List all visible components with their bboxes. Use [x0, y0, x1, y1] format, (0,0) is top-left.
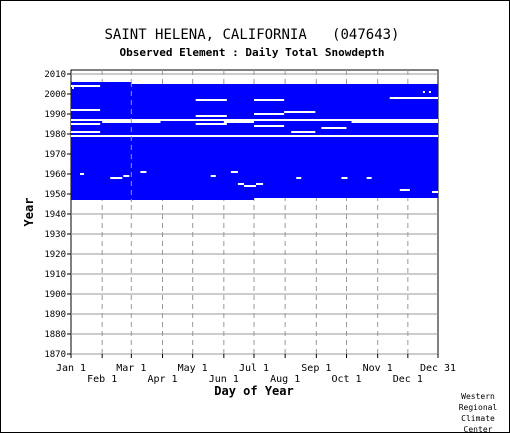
- missing-gap: [71, 119, 438, 121]
- x-axis-label: Day of Year: [214, 384, 293, 398]
- missing-gap: [123, 175, 130, 177]
- y-tick-label: 1940: [44, 210, 66, 220]
- x-tick-label: Jul 1: [239, 363, 269, 374]
- snowdepth-coverage: [71, 82, 438, 202]
- missing-gap: [71, 131, 101, 133]
- missing-gap: [237, 183, 244, 185]
- coverage-block: [71, 84, 438, 198]
- missing-gap: [71, 123, 101, 125]
- missing-gap: [80, 173, 85, 175]
- missing-gap: [341, 177, 348, 179]
- x-tick-label: Mar 1: [116, 363, 146, 374]
- missing-gap: [291, 131, 316, 133]
- x-tick-label: Dec 31: [420, 363, 456, 374]
- y-tick-label: 1920: [44, 250, 66, 260]
- y-axis-ticks: 2010 2000 1990 1980 1970 1960 1950 1940 1930 1920…: [44, 70, 71, 360]
- x-tick-label: Apr 1: [147, 374, 177, 385]
- missing-gap: [253, 125, 285, 127]
- missing-gap: [71, 85, 101, 87]
- missing-gap: [230, 171, 238, 173]
- y-tick-label: 1980: [44, 130, 66, 140]
- missing-gap: [431, 191, 438, 193]
- y-tick-label: 1880: [44, 330, 66, 340]
- plot-area: [70, 69, 439, 355]
- x-tick-label: Aug 1: [270, 374, 300, 385]
- y-tick-label: 1900: [44, 290, 66, 300]
- coverage-block: [71, 82, 132, 84]
- missing-gap: [223, 121, 254, 123]
- credit-line-1: Western: [461, 392, 495, 401]
- missing-gap: [71, 135, 438, 137]
- missing-gap: [284, 111, 316, 113]
- y-tick-label: 1970: [44, 150, 66, 160]
- x-tick-label: Nov 1: [363, 363, 393, 374]
- missing-gap: [256, 183, 264, 185]
- missing-gap: [389, 97, 438, 99]
- y-tick-label: 1910: [44, 270, 66, 280]
- missing-gap: [195, 123, 227, 125]
- missing-gap: [296, 177, 302, 179]
- x-tick-label: Dec 1: [393, 374, 423, 385]
- x-tick-label: Sep 1: [301, 363, 331, 374]
- y-tick-label: 1950: [44, 190, 66, 200]
- missing-gap: [253, 113, 285, 115]
- missing-gap: [195, 99, 227, 101]
- coverage-block: [71, 198, 254, 200]
- missing-gap: [71, 109, 101, 111]
- missing-gap: [321, 127, 347, 129]
- x-tick-label: Jun 1: [209, 374, 239, 385]
- missing-gap: [351, 121, 438, 123]
- y-axis-label: Year: [22, 198, 36, 227]
- data-marker: [428, 91, 431, 93]
- missing-gap: [366, 177, 372, 179]
- missing-gap: [399, 189, 410, 191]
- y-tick-label: 1930: [44, 230, 66, 240]
- x-tick-label: Oct 1: [331, 374, 361, 385]
- data-marker: [72, 87, 75, 89]
- chart-title: SAINT HELENA, CALIFORNIA (047643): [104, 27, 399, 43]
- y-tick-label: 1960: [44, 170, 66, 180]
- y-tick-label: 2000: [44, 90, 66, 100]
- x-tick-label: Feb 1: [87, 374, 117, 385]
- missing-gap: [243, 185, 257, 187]
- y-tick-label: 2010: [44, 70, 66, 80]
- x-tick-label: May 1: [178, 363, 208, 374]
- missing-gap: [140, 171, 147, 173]
- credit-line-3: Climate: [461, 414, 495, 423]
- chart-subtitle: Observed Element : Daily Total Snowdepth: [120, 46, 385, 59]
- credit-block: Western Regional Climate Center: [459, 392, 498, 433]
- missing-gap: [210, 175, 216, 177]
- credit-line-2: Regional: [459, 403, 498, 412]
- x-axis-ticks: Jan 1 Mar 1 May 1 Jul 1 Sep 1 Nov 1 Dec 31 Feb …: [56, 354, 456, 385]
- y-tick-label: 1890: [44, 310, 66, 320]
- x-tick-label: Jan 1: [56, 363, 86, 374]
- data-marker: [422, 91, 425, 93]
- missing-gap: [195, 115, 227, 117]
- missing-gap: [253, 99, 285, 101]
- credit-line-4: Center: [464, 425, 493, 433]
- y-tick-label: 1870: [44, 350, 66, 360]
- missing-gap: [110, 177, 123, 179]
- y-tick-label: 1990: [44, 110, 66, 120]
